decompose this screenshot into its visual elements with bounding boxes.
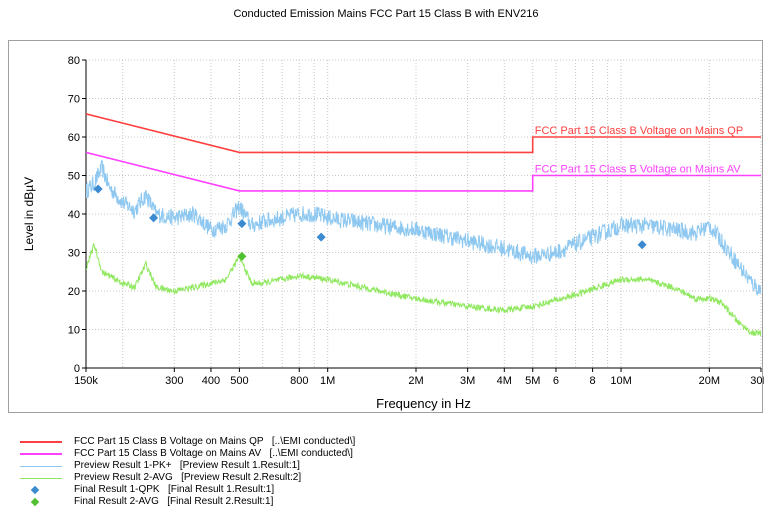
x-tick-label: 5M xyxy=(525,375,540,387)
x-axis-label: Frequency in Hz xyxy=(376,396,471,411)
x-tick-label: 2M xyxy=(408,375,423,387)
x-tick-label: 8 xyxy=(590,375,596,387)
x-tick-label: 30M xyxy=(750,375,764,387)
marker-point-1 xyxy=(237,251,247,261)
x-tick-label: 800 xyxy=(290,375,308,387)
legend-suffix-final-qpk: [Final Result 1.Result:1] xyxy=(167,484,275,495)
legend-label-preview-avg: Preview Result 2-AVG xyxy=(74,472,173,483)
legend-label-final-avg: Final Result 2-AVG xyxy=(74,496,159,507)
limit-line-1 xyxy=(86,151,761,192)
legend-suffix-preview-avg: [Preview Result 2.Result:2] xyxy=(181,472,302,483)
legend-suffix-preview-pk: [Preview Result 1.Result:1] xyxy=(179,460,300,471)
marker-point-0 xyxy=(237,219,247,229)
x-tick-label: 4M xyxy=(497,375,512,387)
x-tick-label: 1M xyxy=(320,375,335,387)
limit-line-0 xyxy=(86,113,761,154)
plot-series: FCC Part 15 Class B Voltage on Mains QP F… xyxy=(86,113,761,336)
x-tick-label: 400 xyxy=(202,375,220,387)
series-line-2 xyxy=(86,159,761,297)
x-tick-label: 300 xyxy=(165,375,183,387)
legend-diamond-final-avg xyxy=(30,497,40,507)
y-tick-label: 0 xyxy=(74,363,80,375)
marker-point-0 xyxy=(149,213,159,223)
x-tick-label: 3M xyxy=(460,375,475,387)
y-tick-label: 50 xyxy=(68,171,80,183)
legend-label-final-qpk: Final Result 1-QPK xyxy=(74,484,160,495)
y-tick-label: 20 xyxy=(68,286,80,298)
y-tick-label: 80 xyxy=(68,55,80,67)
x-tick-label: 6 xyxy=(553,375,559,387)
legend-label-qp-limit: FCC Part 15 Class B Voltage on Mains QP xyxy=(74,436,264,447)
marker-point-0 xyxy=(316,232,326,242)
marker-point-0 xyxy=(93,184,103,194)
legend-swatch-qp-limit xyxy=(20,441,62,443)
legend-label-preview-pk: Preview Result 1-PK+ xyxy=(74,460,172,471)
y-grid xyxy=(86,59,761,369)
chart-plot: 0 10 20 30 40 50 60 70 80 150k 300 400 500 800 1M 2M 3M 4… xyxy=(22,55,764,411)
x-tick-label: 20M xyxy=(699,375,720,387)
legend-diamond-final-qpk xyxy=(30,485,40,495)
legend-swatch-av-limit xyxy=(20,453,62,455)
x-tick-label: 150k xyxy=(74,375,98,387)
marker-point-0 xyxy=(637,240,647,250)
legend-suffix-qp-limit: [..\EMI conducted\] xyxy=(271,436,356,447)
legend-suffix-av-limit: [..\EMI conducted\] xyxy=(269,448,353,459)
y-tick-label: 10 xyxy=(68,325,80,337)
legend-swatch-preview-pk xyxy=(20,466,62,467)
x-tick-label: 10M xyxy=(610,375,631,387)
chart-frame: 0 10 20 30 40 50 60 70 80 150k 300 400 500 800 1M 2M 3M 4… xyxy=(8,40,764,413)
y-tick-label: 40 xyxy=(68,209,80,221)
legend-label-av-limit: FCC Part 15 Class B Voltage on Mains AV xyxy=(74,448,262,459)
limit-label-0: FCC Part 15 Class B Voltage on Mains QP xyxy=(535,125,743,137)
y-axis-label: Level in dBµV xyxy=(22,177,36,251)
y-tick-label: 60 xyxy=(68,132,80,144)
legend-swatch-preview-avg xyxy=(20,478,62,479)
chart-title: Conducted Emission Mains FCC Part 15 Cla… xyxy=(233,8,539,20)
limit-label-1: FCC Part 15 Class B Voltage on Mains AV xyxy=(535,164,741,176)
legend-suffix-final-avg: [Final Result 2.Result:1] xyxy=(167,496,274,507)
x-tick-label: 500 xyxy=(230,375,248,387)
y-tick-label: 70 xyxy=(68,94,80,106)
series-line-3 xyxy=(86,243,761,336)
y-tick-label: 30 xyxy=(68,248,80,260)
